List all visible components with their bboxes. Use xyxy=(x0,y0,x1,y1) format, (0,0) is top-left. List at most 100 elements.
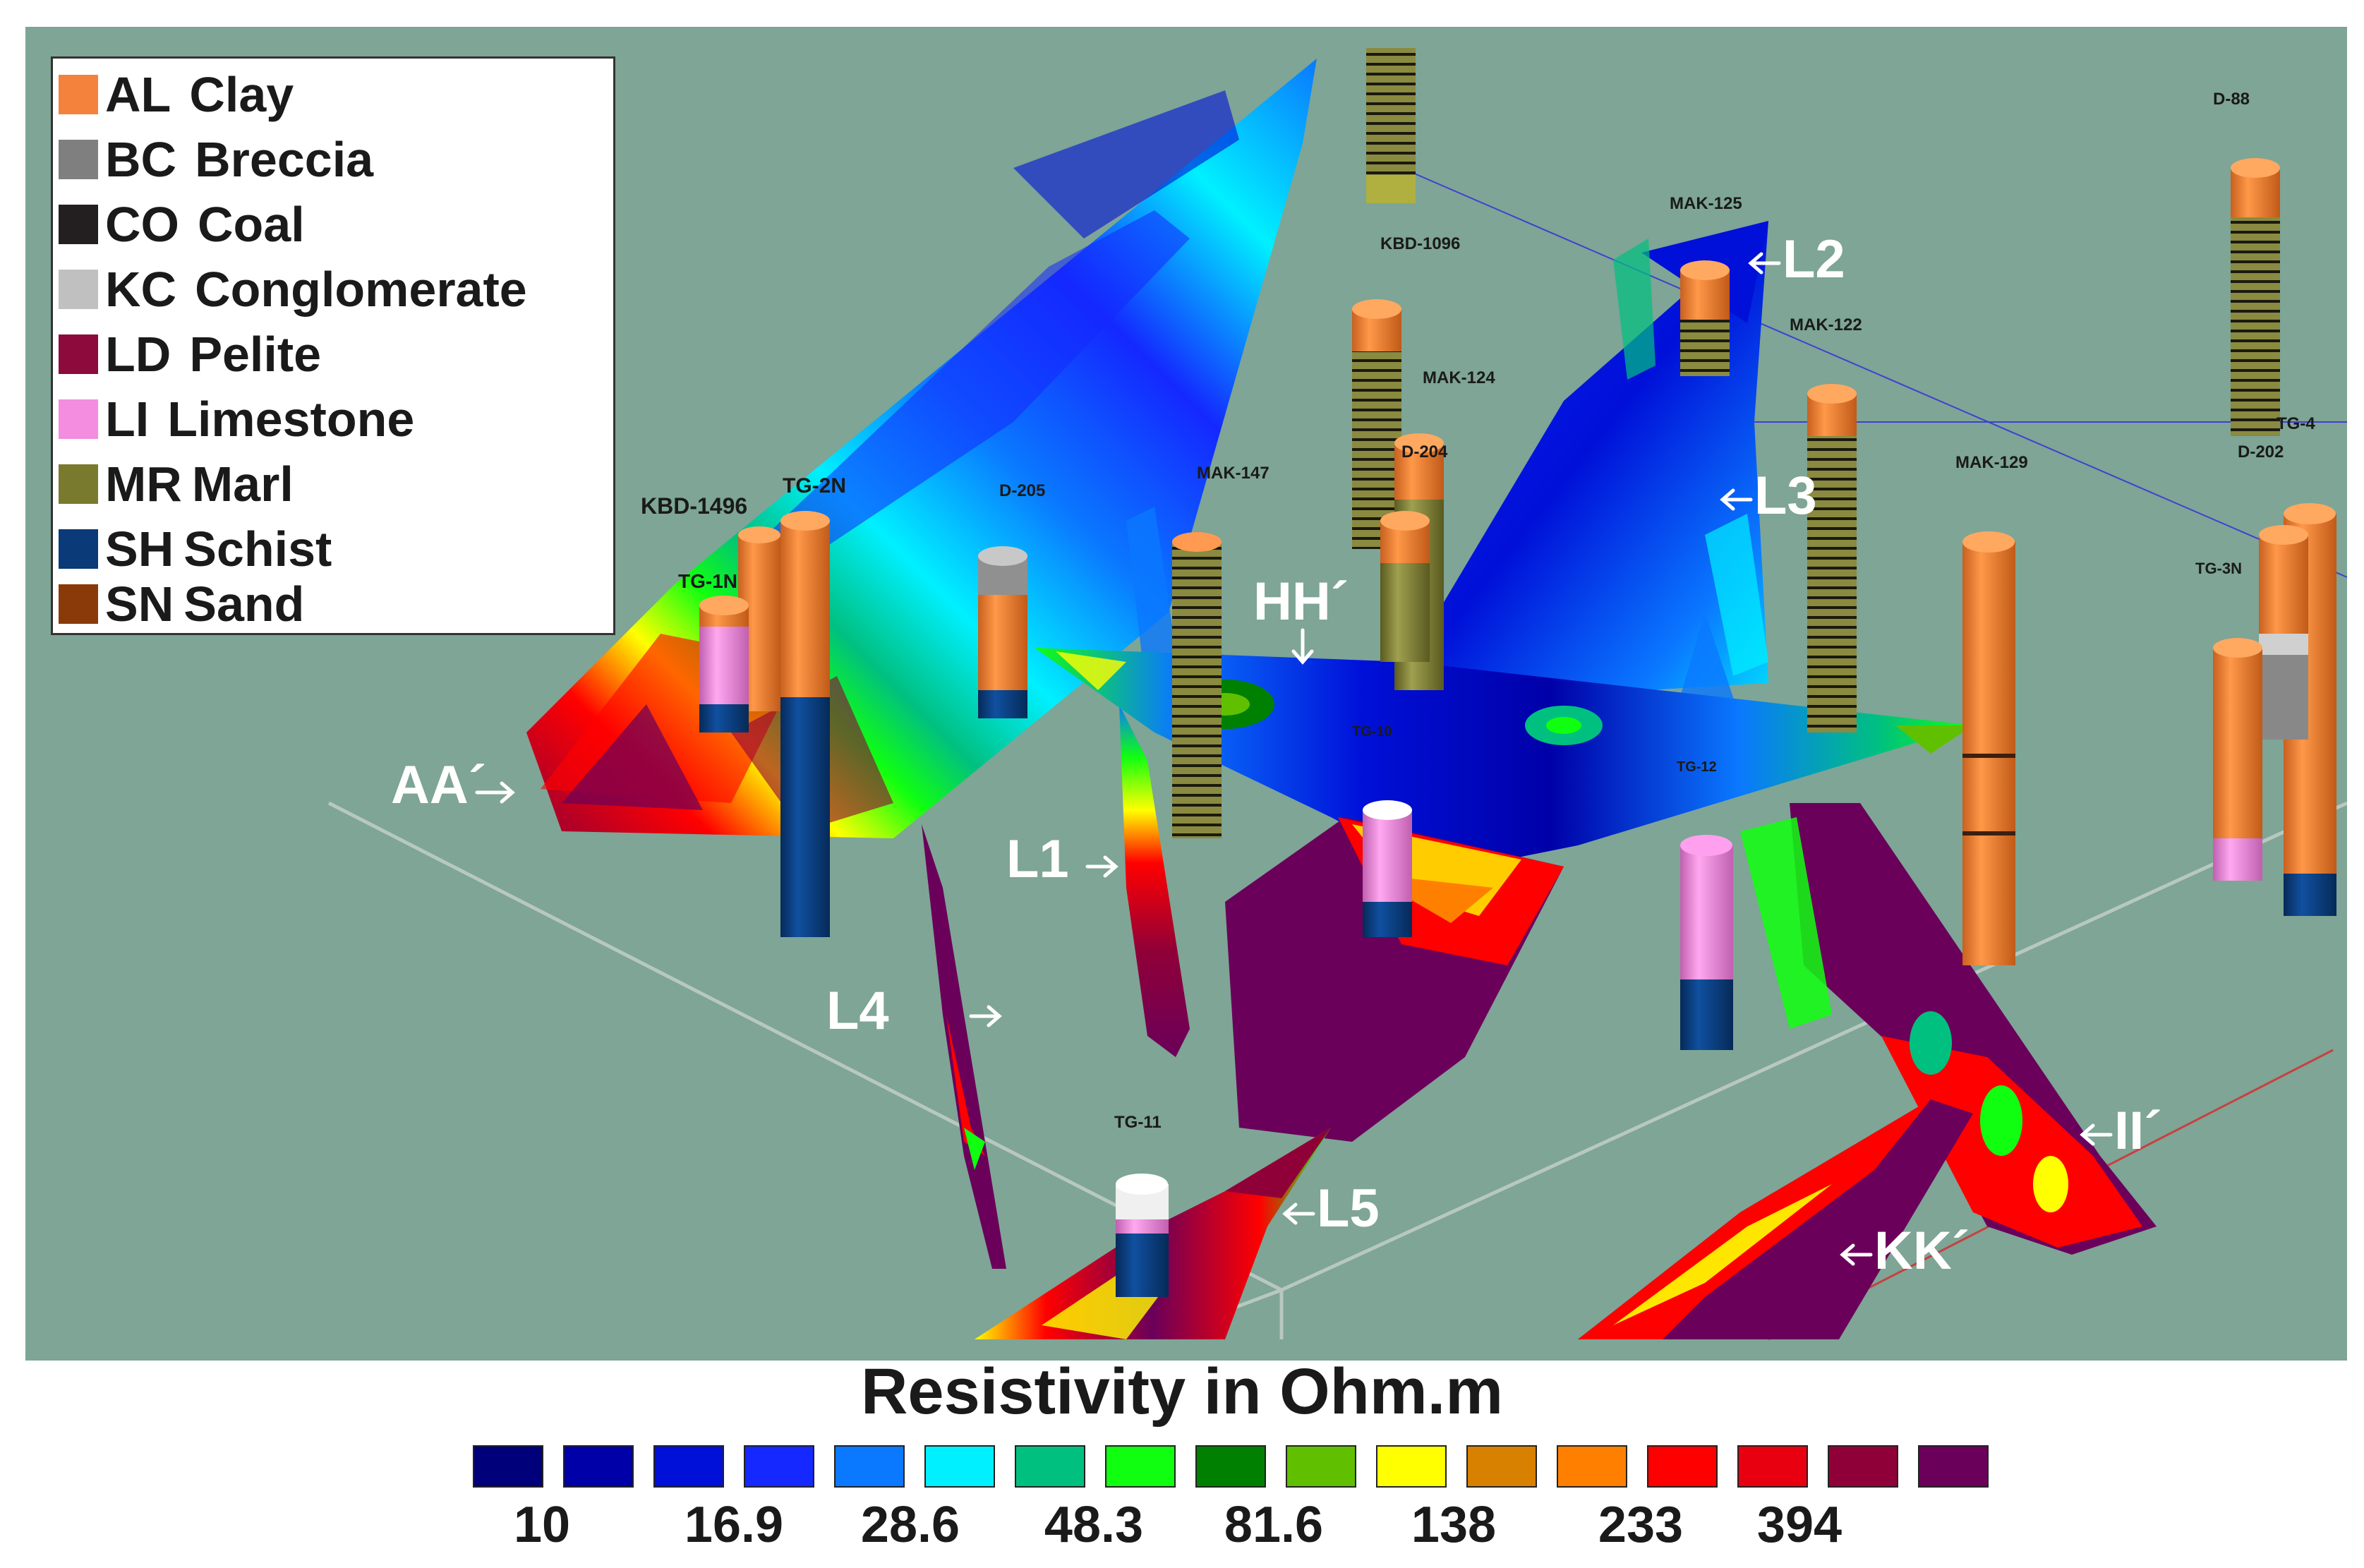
label-aa: AA´ xyxy=(391,755,486,815)
scale-swatch xyxy=(1376,1445,1447,1488)
well-label: TG-11 xyxy=(1114,1113,1162,1132)
well-label: MAK-129 xyxy=(1955,453,2028,472)
scale-swatch xyxy=(1195,1445,1266,1488)
well-label: D-205 xyxy=(999,481,1045,500)
legend-swatch xyxy=(59,399,98,439)
legend-name: Limestone xyxy=(167,392,415,447)
scale-swatch xyxy=(744,1445,814,1488)
scale-swatch xyxy=(1737,1445,1808,1488)
borehole-tg-12 xyxy=(1680,835,1733,1050)
borehole-tg-11 xyxy=(1116,1174,1169,1297)
profile-kk xyxy=(1578,1099,1973,1339)
legend-swatch xyxy=(59,140,98,179)
borehole-mak-124 xyxy=(1352,299,1401,549)
well-label: MAK-122 xyxy=(1790,315,1862,334)
label-l3: L3 xyxy=(1754,466,1817,526)
well-label: D-204 xyxy=(1401,442,1448,462)
label-l5: L5 xyxy=(1317,1178,1380,1238)
legend-code: LD xyxy=(105,327,171,382)
well-label: MAK-125 xyxy=(1670,194,1742,213)
scale-swatch xyxy=(924,1445,995,1488)
legend-item-breccia: BC Breccia xyxy=(53,127,373,192)
legend-code: SN xyxy=(105,577,174,632)
legend-code: KC xyxy=(105,262,177,317)
legend-item-marl: MR Marl xyxy=(53,452,294,517)
legend-swatch xyxy=(59,529,98,569)
scale-swatch xyxy=(1557,1445,1627,1488)
well-label: KBD-1496 xyxy=(641,493,747,519)
well-label: MAK-124 xyxy=(1423,368,1495,387)
scale-swatch xyxy=(834,1445,905,1488)
scale-label: 394 xyxy=(1756,1497,1843,1553)
scale-label: 81.6 xyxy=(1224,1497,1324,1553)
well-label: TG-3N xyxy=(2195,560,2242,577)
scale-label: 28.6 xyxy=(860,1497,960,1553)
profile-ii xyxy=(1740,803,2157,1255)
well-label: TG-4 xyxy=(2276,414,2315,433)
scale-swatch xyxy=(653,1445,724,1488)
borehole-mak-129 xyxy=(1962,531,2015,965)
legend-code: CO xyxy=(105,197,179,252)
scale-label: 16.9 xyxy=(684,1497,784,1553)
label-kk: KK´ xyxy=(1874,1221,1970,1281)
legend-code: LI xyxy=(105,392,150,447)
legend-item-schist: SH Schist xyxy=(53,517,332,581)
borehole-tg-3n xyxy=(2259,525,2308,740)
scale-label: 48.3 xyxy=(1044,1497,1144,1553)
label-l2: L2 xyxy=(1783,229,1845,289)
scale-swatch xyxy=(1828,1445,1898,1488)
borehole-right-short xyxy=(2213,638,2262,881)
scale-swatch xyxy=(1015,1445,1085,1488)
legend-item-sand: SN Sand xyxy=(53,572,304,637)
borehole-tg-1n xyxy=(699,596,749,732)
legend-swatch xyxy=(59,205,98,244)
legend-swatch xyxy=(59,584,98,624)
borehole-tg-2n xyxy=(780,511,830,937)
label-l1: L1 xyxy=(1006,829,1069,889)
borehole-mak-147 xyxy=(1172,532,1222,838)
legend-swatch xyxy=(59,464,98,504)
borehole-marl-stack xyxy=(1380,511,1430,662)
legend-code: SH xyxy=(105,521,174,577)
legend-name: Coal xyxy=(198,197,305,252)
resistivity-3d-scene: KBD-1496 TG-2N TG-1N D-205 MAK-147 KBD-1… xyxy=(25,27,2347,1361)
legend-swatch xyxy=(59,75,98,114)
well-label: TG-2N xyxy=(783,474,846,497)
scale-swatch xyxy=(1918,1445,1989,1488)
legend-swatch xyxy=(59,334,98,374)
scale-swatch xyxy=(1466,1445,1537,1488)
scale-swatch xyxy=(1647,1445,1718,1488)
well-label: TG-12 xyxy=(1677,759,1717,775)
well-label: KBD-1096 xyxy=(1380,234,1460,253)
scale-label: 138 xyxy=(1411,1497,1497,1553)
legend-code: MR xyxy=(105,457,182,512)
borehole-labels: KBD-1496 TG-2N TG-1N D-205 MAK-147 KBD-1… xyxy=(641,90,2315,1132)
borehole-d-205 xyxy=(978,546,1027,718)
scale-title: Resistivity in Ohm.m xyxy=(860,1356,1504,1428)
boreholes xyxy=(699,48,2336,1297)
label-ii: II´ xyxy=(2114,1101,2162,1161)
legend-code: BC xyxy=(105,132,177,187)
borehole-mak-125 xyxy=(1680,260,1730,376)
scale-swatch xyxy=(1105,1445,1176,1488)
label-hh: HH´ xyxy=(1253,572,1349,632)
borehole-d-88 xyxy=(2231,158,2280,436)
lithology-legend: AL Clay BC Breccia CO Coal KC Conglomera… xyxy=(51,56,615,635)
profile-l4 xyxy=(922,824,1006,1269)
legend-name: Conglomerate xyxy=(195,262,527,317)
scale-swatch xyxy=(473,1445,543,1488)
legend-name: Breccia xyxy=(195,132,374,187)
legend-item-limestone: LI Limestone xyxy=(53,387,414,452)
legend-name: Schist xyxy=(183,521,332,577)
scale-label: 10 xyxy=(513,1497,571,1553)
legend-code: AL xyxy=(105,67,171,122)
legend-name: Marl xyxy=(191,457,294,512)
legend-item-conglomerate: KC Conglomerate xyxy=(53,257,527,322)
legend-item-clay: AL Clay xyxy=(53,62,294,127)
well-label: D-202 xyxy=(2238,442,2284,462)
label-l4: L4 xyxy=(826,981,889,1041)
legend-swatch xyxy=(59,270,98,309)
borehole-mak-122 xyxy=(1807,384,1857,732)
well-label: MAK-147 xyxy=(1197,464,1270,483)
profile-labels: AA´ L1 L2 L3 L4 L5 HH´ II´ KK´ xyxy=(391,229,2162,1281)
